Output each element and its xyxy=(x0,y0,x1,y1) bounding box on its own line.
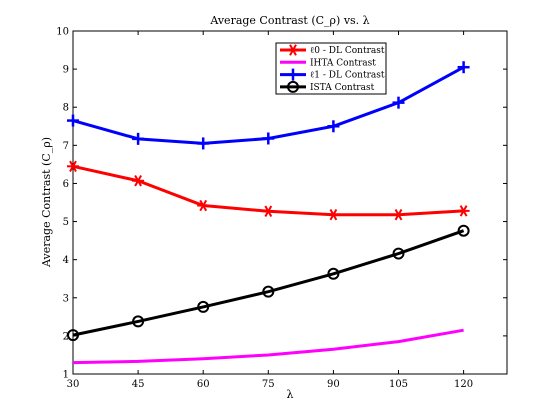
data-point xyxy=(262,285,275,298)
series-line xyxy=(72,229,465,337)
data-point xyxy=(394,208,403,221)
legend-entry: ISTA Contrast xyxy=(280,80,375,93)
y-tick-label: 8 xyxy=(63,103,69,114)
series-2 xyxy=(67,61,470,150)
x-axis-label: λ xyxy=(287,388,294,401)
legend-entry: ℓ1 - DL Contrast xyxy=(280,68,385,81)
legend-label: ℓ0 - DL Contrast xyxy=(310,46,385,56)
series-line xyxy=(72,65,465,145)
plot-frame xyxy=(72,30,508,375)
y-tick-label: 4 xyxy=(63,255,69,266)
chart-title: Average Contrast (C_ρ) vs. λ xyxy=(209,14,369,27)
data-point xyxy=(459,205,468,217)
data-point xyxy=(132,315,145,328)
data-point xyxy=(392,247,405,260)
x-tick-label: 60 xyxy=(197,379,210,390)
series-layer xyxy=(67,61,470,365)
series-0 xyxy=(67,160,470,221)
data-point xyxy=(264,205,273,217)
data-point xyxy=(69,160,77,173)
series-line xyxy=(72,164,464,217)
legend-label: ISTA Contrast xyxy=(310,83,375,93)
data-point xyxy=(199,199,208,212)
legend-entry: IHTA Contrast xyxy=(280,58,376,68)
legend-entry: ℓ0 - DL Contrast xyxy=(280,44,385,56)
data-point xyxy=(287,80,299,93)
y-tick-label: 10 xyxy=(56,27,69,38)
data-point xyxy=(329,208,338,221)
y-tick-label: 9 xyxy=(63,65,69,76)
legend-label: IHTA Contrast xyxy=(310,58,376,68)
y-tick-label: 5 xyxy=(63,217,69,228)
y-axis-label: Average Contrast (C_ρ) xyxy=(40,137,53,268)
y-tick-label: 6 xyxy=(63,179,69,190)
x-tick-label: 75 xyxy=(262,379,275,390)
series-line xyxy=(72,328,464,365)
data-point xyxy=(327,267,340,280)
x-tick-label: 105 xyxy=(389,379,408,390)
y-tick-label: 7 xyxy=(63,141,69,152)
data-point xyxy=(67,329,79,342)
x-tick-label: 30 xyxy=(67,379,80,390)
y-tick-label: 1 xyxy=(63,370,69,381)
data-point xyxy=(457,224,470,237)
x-tick-label: 45 xyxy=(132,379,145,390)
series-1 xyxy=(72,328,464,365)
y-tick-label: 3 xyxy=(63,293,69,304)
y-tick-label: 2 xyxy=(63,331,69,342)
legend: ℓ0 - DL Contrast IHTA Contrast ℓ1 - DL Con… xyxy=(275,42,387,95)
series-3 xyxy=(67,224,470,342)
x-tick-label: 120 xyxy=(454,379,473,390)
x-tick-label: 90 xyxy=(327,379,340,390)
legend-label: ℓ1 - DL Contrast xyxy=(310,71,385,81)
data-point xyxy=(197,300,210,313)
data-point xyxy=(134,175,142,187)
data-point xyxy=(289,44,297,56)
